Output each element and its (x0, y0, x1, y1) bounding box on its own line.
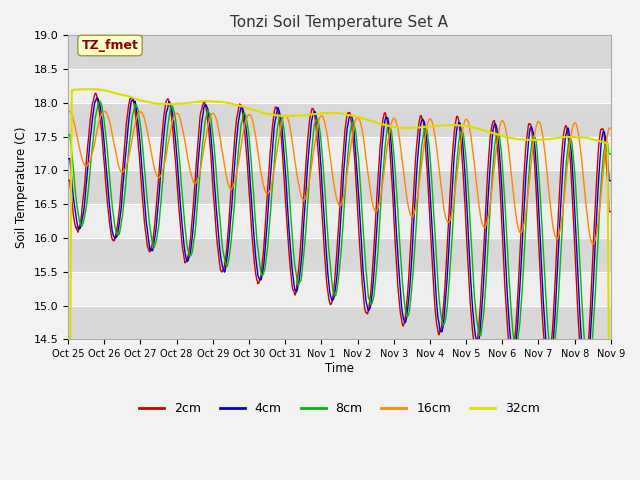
16cm (64, 108, 72, 114)
Bar (68, 36, 611, 69)
32cm (543, 136, 550, 142)
2cm (64, 178, 72, 183)
8cm (495, 132, 502, 137)
2cm (495, 165, 502, 170)
8cm (172, 119, 180, 125)
2cm (424, 181, 432, 187)
Legend: 2cm, 4cm, 8cm, 16cm, 32cm: 2cm, 4cm, 8cm, 16cm, 32cm (134, 397, 545, 420)
16cm (543, 167, 550, 173)
Line: 8cm: 8cm (68, 101, 611, 367)
Line: 4cm: 4cm (68, 98, 611, 374)
4cm (186, 254, 193, 260)
16cm (607, 125, 614, 131)
Bar (68, 238, 611, 272)
Line: 32cm: 32cm (68, 89, 611, 397)
Y-axis label: Soil Temperature (C): Soil Temperature (C) (15, 127, 28, 248)
8cm (186, 252, 193, 257)
32cm (424, 124, 432, 130)
4cm (582, 371, 590, 377)
8cm (543, 310, 550, 316)
X-axis label: Time: Time (325, 362, 354, 375)
Line: 16cm: 16cm (68, 111, 611, 244)
4cm (64, 156, 72, 162)
2cm (543, 363, 550, 369)
4cm (424, 154, 432, 160)
32cm (88, 86, 96, 92)
4cm (172, 142, 180, 147)
16cm (495, 128, 502, 134)
2cm (607, 209, 614, 215)
16cm (589, 241, 597, 247)
2cm (580, 374, 588, 380)
32cm (607, 376, 614, 382)
2cm (172, 165, 180, 170)
32cm (186, 100, 193, 106)
8cm (64, 132, 72, 138)
2cm (186, 247, 193, 252)
Bar (68, 170, 611, 204)
2cm (92, 90, 99, 96)
8cm (584, 364, 592, 370)
32cm (64, 395, 72, 400)
4cm (246, 174, 253, 180)
4cm (93, 95, 101, 101)
2cm (246, 199, 253, 204)
32cm (246, 107, 253, 112)
16cm (172, 111, 180, 117)
Title: Tonzi Soil Temperature Set A: Tonzi Soil Temperature Set A (230, 15, 449, 30)
Text: TZ_fmet: TZ_fmet (81, 39, 138, 52)
16cm (246, 112, 253, 118)
16cm (186, 163, 193, 168)
16cm (424, 120, 432, 126)
16cm (102, 108, 109, 114)
4cm (543, 347, 550, 353)
8cm (96, 98, 104, 104)
Bar (68, 306, 611, 339)
8cm (246, 144, 253, 150)
8cm (607, 151, 614, 157)
Bar (68, 103, 611, 137)
Line: 2cm: 2cm (68, 93, 611, 377)
4cm (495, 142, 502, 148)
8cm (424, 134, 432, 140)
32cm (172, 101, 180, 107)
32cm (495, 132, 502, 138)
4cm (607, 178, 614, 183)
